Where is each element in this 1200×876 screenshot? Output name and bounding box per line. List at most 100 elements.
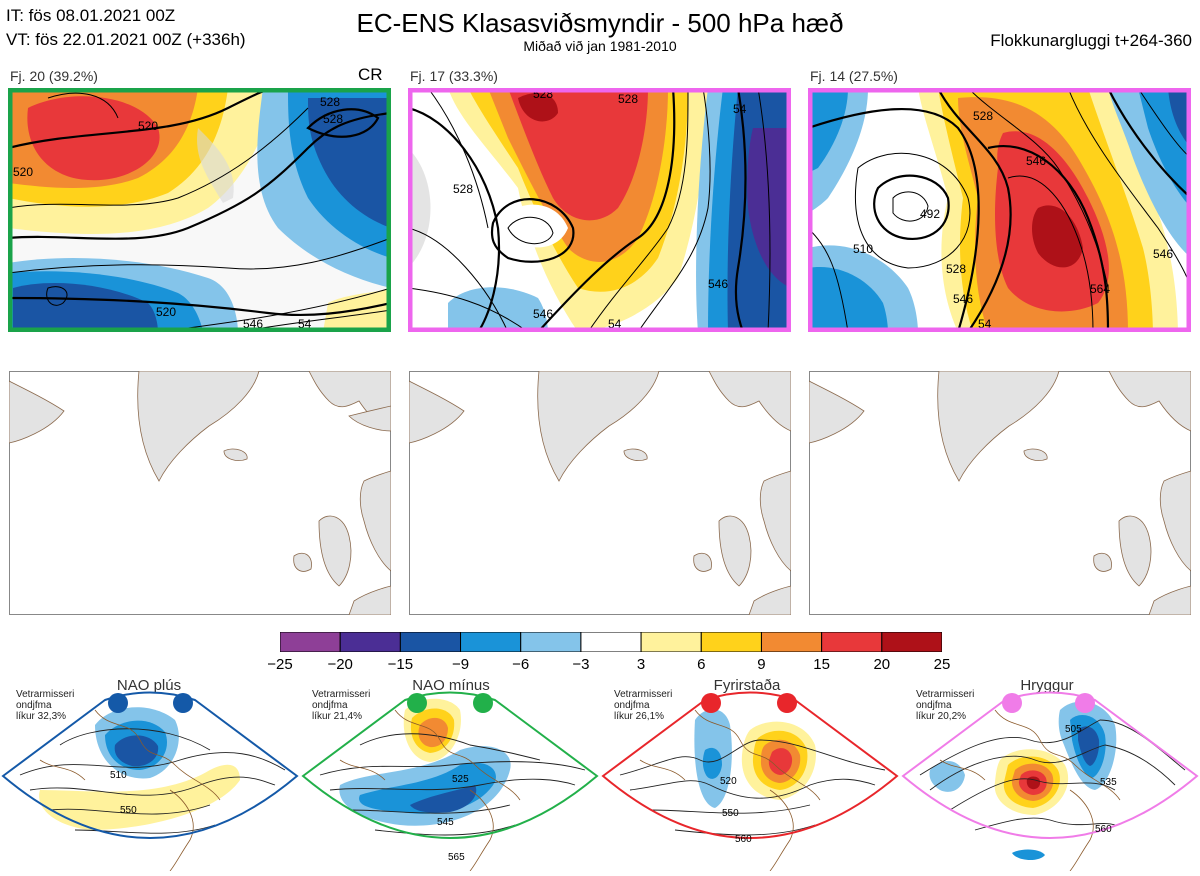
regime-2-info-line: ondjfma [312,700,348,711]
regime-4-dot [1002,693,1022,713]
classification-window: Flokkunargluggi t+264-360 [990,31,1192,50]
colorbar-tick-label: −9 [451,656,470,673]
regime-3-info-line: ondjfma [614,700,650,711]
cluster-1-tag: CR [358,65,383,84]
c1-contour-label: 520 [156,305,176,319]
regime-3-title: Fyrirstaða [713,677,781,694]
regime-4-outline [901,691,1199,839]
colorbar-tick-label: −3 [572,656,590,673]
regime-1-map: 510 550 [0,690,300,872]
c3-contour-label: 546 [953,292,973,306]
regime-4-title: Hryggur [1020,677,1074,694]
colorbar-swatch [580,631,642,653]
colorbar-swatch [821,631,883,653]
cluster-1-border [8,88,391,332]
regime-2-title: NAO mínus [412,677,490,694]
colorbar-tick-label: 20 [873,656,891,673]
c3-contour-label: 492 [920,207,940,221]
c3-contour-label: 528 [973,109,993,123]
c3-contour-label: 564 [1090,282,1110,296]
regime-3-info-line: Vetrarmisseri [614,689,673,700]
regime-2-label: 525 [452,774,469,785]
c1-contour-label: 520 [13,165,33,179]
regime-2-dot [473,693,493,713]
colorbar-tick-label: −20 [327,656,353,673]
colorbar-swatch [399,631,462,653]
regime-4-label: 535 [1100,777,1117,788]
regime-3-dot [701,693,721,713]
regime-4-label: 505 [1065,724,1082,735]
regime-1-info-line: ondjfma [16,700,52,711]
regime-4-info-line: líkur 20,2% [916,711,967,722]
regime-3-outline [601,691,899,839]
regime-3-dots [701,693,797,713]
colorbar-swatch [520,631,582,653]
colorbar-tick-label: −25 [267,656,293,673]
cluster-2-label: Fj. 17 (33.3%) [410,68,498,84]
colorbar-tick-label: 25 [933,656,951,673]
regime-4-dot [1075,693,1095,713]
cluster-2-border [408,88,791,332]
regime-1-info: Vetrarmisseri ondjfma líkur 32,3% [16,689,74,722]
colorbar-tick-label: 15 [813,656,830,673]
valid-time: VT: fös 22.01.2021 00Z (+336h) [6,30,246,49]
cluster-2-map: 528 528 546 528 546 54 54 [408,88,791,332]
c2-contour-label: 546 [533,307,553,321]
regime-3-label: 550 [722,808,739,819]
cluster-3-label: Fj. 14 (27.5%) [810,68,898,84]
regime-3-label: 560 [735,834,752,845]
empty-map-3 [809,371,1191,615]
colorbar-tick-label: −6 [512,656,530,673]
colorbar-tick-label: 3 [636,656,646,673]
regime-2-map: 525 545 565 [300,690,600,872]
regime-3-info-line: líkur 26,1% [614,711,665,722]
regime-2-label: 545 [437,817,454,828]
regime-1-info-line: líkur 32,3% [16,711,67,722]
init-time: IT: fös 08.01.2021 00Z [6,6,176,25]
colorbar-swatch [881,631,943,653]
colorbar-swatch [279,631,341,653]
regime-4-dots [1002,693,1095,713]
colorbar-swatch [460,631,522,653]
regime-1-dot [173,693,193,713]
colorbar-swatch [760,631,823,653]
regime-1-label: 510 [110,770,127,781]
cluster-3-border [808,88,1191,332]
regime-4-map: 505 535 560 [900,690,1200,872]
regime-1-dots [108,693,193,713]
regime-4-info: Vetrarmisseri ondjfma líkur 20,2% [916,689,974,722]
regime-1-outline [1,691,299,839]
c1-contour-label: 520 [138,119,158,133]
regime-3-map: 520 550 560 [600,690,900,872]
regime-3-info: Vetrarmisseri ondjfma líkur 26,1% [614,689,672,722]
regime-2-info: Vetrarmisseri ondjfma líkur 21,4% [312,689,370,722]
c3-contour-label: 546 [1026,154,1046,168]
regime-2-dots [407,693,493,713]
c1-contour-label: 528 [323,112,343,126]
cluster-3-map: 528 546 492 510 528 546 564 546 54 [808,88,1191,332]
regime-2-label: 565 [448,852,465,863]
colorbar-tick-label: 6 [697,656,706,673]
regime-4-info-line: Vetrarmisseri [916,689,975,700]
regime-1-label: 550 [120,805,137,816]
regime-4-info-line: ondjfma [916,700,952,711]
c3-contour-label: 528 [946,262,966,276]
c2-contour-label: 528 [618,92,638,106]
regime-2-dot [407,693,427,713]
cluster-1-label: Fj. 20 (39.2%) [10,68,98,84]
c3-contour-label: 546 [1153,247,1173,261]
colorbar-swatch [339,631,401,653]
regime-2-info-line: líkur 21,4% [312,711,363,722]
c2-contour-label: 546 [708,277,728,291]
empty-map-2 [409,371,791,615]
c2-contour-label: 528 [453,182,473,196]
regime-1-dot [108,693,128,713]
regime-1-info-line: Vetrarmisseri [16,689,75,700]
c2-contour-label: 54 [733,102,747,116]
page-title: EC-ENS Klasasviðsmyndir - 500 hPa hæð [356,8,844,38]
colorbar-tick-label: −15 [387,656,414,673]
regime-2-outline [301,691,599,839]
empty-map-1 [9,371,391,615]
colorbar-tick-label: 9 [757,656,766,673]
regime-3-label: 520 [720,776,737,787]
